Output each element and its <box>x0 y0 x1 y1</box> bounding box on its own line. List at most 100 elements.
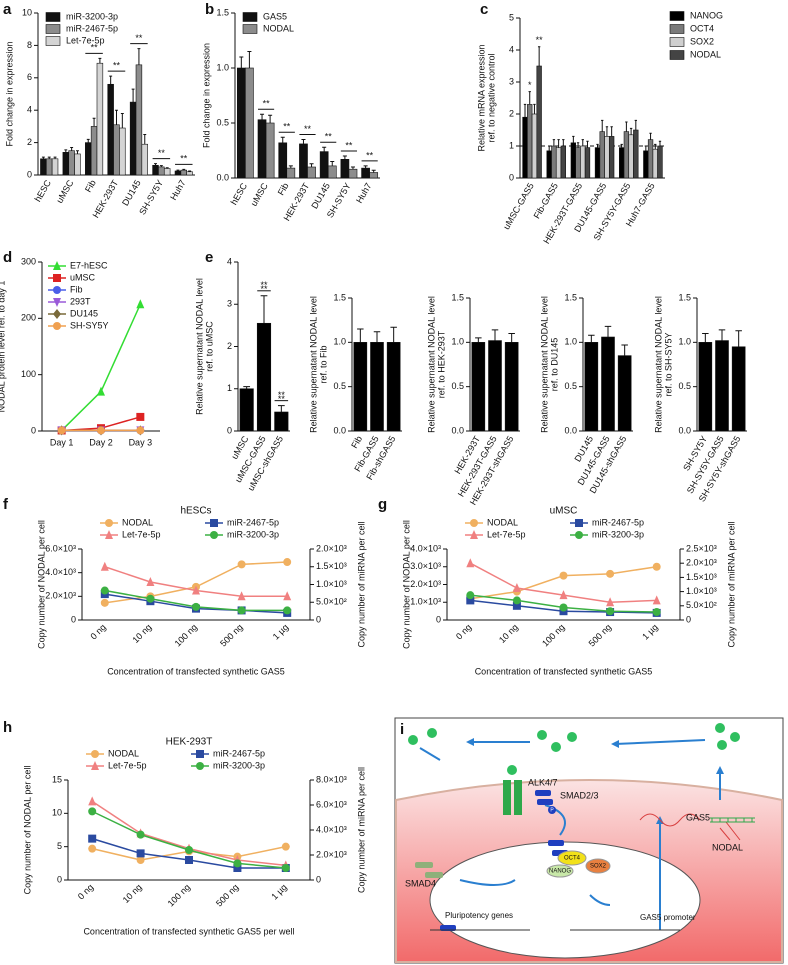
legend-swatch <box>669 11 685 21</box>
receptor <box>503 780 511 815</box>
y-tick-label: 10 <box>22 7 32 17</box>
y2-tick-label: 1.0×10³ <box>316 579 347 589</box>
point <box>470 530 478 539</box>
label: SMAD4 <box>405 878 436 888</box>
legend-label: miR-2467-5p <box>66 23 118 33</box>
bar <box>536 65 542 179</box>
point <box>281 842 290 851</box>
bar <box>286 167 296 179</box>
x-tick-label: 10 ng <box>497 622 520 645</box>
point <box>53 261 61 270</box>
y-tick-label: 1 <box>509 140 514 150</box>
error-bar <box>596 143 599 148</box>
legend-label: miR-2467-5p <box>592 517 644 527</box>
point <box>53 286 61 294</box>
y-tick-label: 2 <box>27 137 32 147</box>
bar <box>113 124 120 176</box>
bar <box>68 150 75 176</box>
point <box>281 864 290 872</box>
chart-title: HEK-293T <box>166 737 213 748</box>
bar <box>348 168 358 179</box>
point <box>575 531 583 539</box>
point <box>97 426 105 435</box>
y-tick-label: 1.0 <box>451 337 464 347</box>
panel-label: d <box>3 249 12 266</box>
bar <box>119 127 126 176</box>
y-tick-label: 1.0 <box>216 62 229 72</box>
error-bar <box>260 113 265 120</box>
error-bar <box>115 109 118 125</box>
panel-label: g <box>378 496 387 513</box>
y2-axis-label: Copy number of miRNA per cell <box>726 521 736 647</box>
point <box>97 386 105 396</box>
y-tick-label: 0.0 <box>216 172 229 182</box>
y2-tick-label: 2.0×10³ <box>316 849 347 859</box>
y-axis-label: ref. to uMSC <box>204 321 214 372</box>
bar <box>601 336 615 432</box>
significance: ** <box>135 33 143 43</box>
y2-tick-label: 1.5×10³ <box>686 572 717 582</box>
bar <box>584 342 599 432</box>
x-tick-label: 0 ng <box>76 882 95 901</box>
bar <box>141 143 148 176</box>
point <box>88 834 97 843</box>
y-tick-label: 0 <box>31 425 36 435</box>
error-bar <box>552 139 556 146</box>
x-axis-label: Concentration of transfected synthetic G… <box>475 666 653 676</box>
nodal-proteins <box>408 723 740 775</box>
y-axis-label: Relative supernatant NODAL level <box>308 296 318 433</box>
legend-label: SH-SY5Y <box>70 320 109 330</box>
error-bar <box>41 156 45 159</box>
y-axis-label: Relative supernatant NODAL level <box>539 296 549 433</box>
receptor <box>514 780 522 815</box>
bar <box>575 147 581 179</box>
x-tick-label: DU145 <box>120 178 143 207</box>
legend-label: NODAL <box>487 517 518 527</box>
error-bar <box>247 51 252 68</box>
y-axis-label: ref. to SH-SY5Y <box>663 332 673 396</box>
y-tick-label: 300 <box>21 256 36 266</box>
bar <box>74 153 81 176</box>
x-tick-label: 1 µg <box>640 622 660 642</box>
y-tick-label: 2 <box>227 341 232 351</box>
y-tick-label: 3.0×10³ <box>410 561 441 571</box>
x-tick-label: 0 ng <box>454 622 473 641</box>
y-axis-label: ref. to Fib <box>318 345 328 383</box>
point <box>652 595 661 605</box>
y2-tick-label: 5.0×10² <box>686 600 717 610</box>
y-tick-label: 4.0×10³ <box>410 543 441 553</box>
point <box>185 856 193 864</box>
error-bar <box>620 143 623 148</box>
point <box>136 849 145 858</box>
x-tick-label: Fib <box>276 181 291 197</box>
bar <box>62 152 70 176</box>
bar <box>643 150 649 179</box>
y-tick-label: 0.5 <box>333 381 346 391</box>
point <box>559 571 568 580</box>
point <box>196 762 204 770</box>
y-tick-label: 4 <box>227 256 232 266</box>
point <box>470 519 478 527</box>
y-tick-label: 100 <box>21 369 36 379</box>
error-bar <box>120 112 124 129</box>
sox2 <box>585 858 611 874</box>
error-bar <box>548 145 551 151</box>
point <box>91 750 99 758</box>
legend-label: Let-7e-5p <box>487 529 526 539</box>
legend-swatch <box>45 12 61 22</box>
y2-tick-label: 2.0×10³ <box>316 543 347 553</box>
point <box>53 309 61 319</box>
bar <box>163 168 171 176</box>
point <box>100 586 109 595</box>
label: NANOG <box>549 869 571 875</box>
error-bar <box>288 165 293 169</box>
error-bar <box>47 156 51 159</box>
nanog <box>546 864 574 878</box>
error-bar <box>475 337 482 343</box>
y-tick-label: 0 <box>227 425 232 435</box>
bar <box>96 62 104 176</box>
point <box>283 606 292 615</box>
significance: ** <box>345 140 353 150</box>
y-tick-label: 0 <box>436 614 441 624</box>
significance: ** <box>260 280 268 290</box>
